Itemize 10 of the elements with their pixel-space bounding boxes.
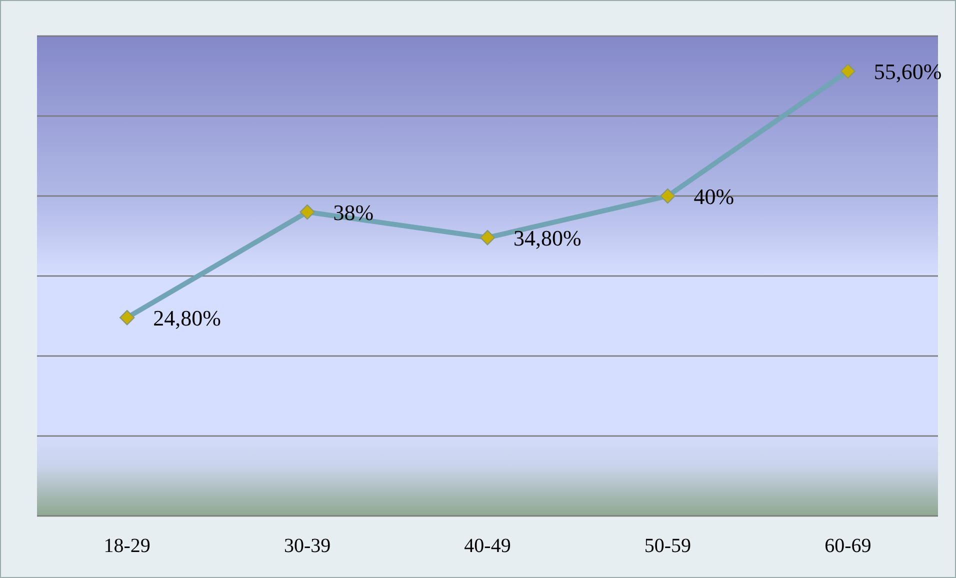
data-label: 38% (333, 200, 374, 225)
data-label: 40% (694, 184, 734, 209)
x-tick-label: 40-49 (464, 535, 511, 558)
x-tick-label: 30-39 (284, 535, 331, 558)
data-label: 24,80% (153, 306, 221, 331)
x-tick-label: 18-29 (104, 535, 150, 558)
data-label: 55,60% (874, 59, 942, 84)
x-tick-label: 50-59 (644, 535, 692, 558)
x-tick-label: 60-69 (824, 535, 872, 558)
data-label: 34,80% (514, 226, 582, 251)
